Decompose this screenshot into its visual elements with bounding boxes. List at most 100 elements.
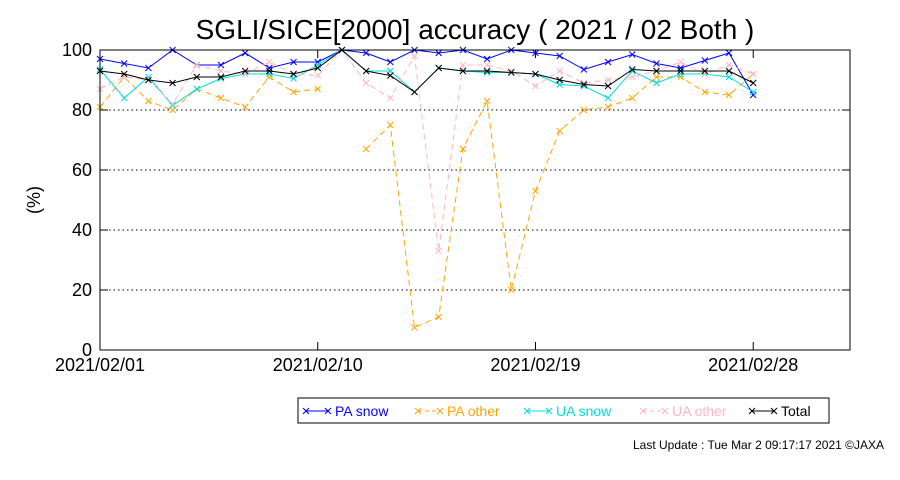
series-total — [96, 46, 757, 96]
data-point — [653, 79, 660, 87]
data-point — [290, 58, 297, 66]
series-line — [99, 49, 754, 93]
data-point — [193, 73, 201, 81]
data-point — [701, 70, 709, 78]
data-point — [653, 67, 660, 75]
data-point — [435, 49, 443, 57]
last-update-text: Last Update : Tue Mar 2 09:17:17 2021 ©J… — [633, 438, 884, 452]
data-point — [314, 85, 322, 93]
data-point — [193, 61, 201, 69]
data-point — [386, 94, 394, 102]
data-point — [749, 91, 757, 99]
data-point — [411, 324, 418, 331]
legend-label: PA snow — [335, 403, 389, 419]
data-point — [290, 70, 297, 78]
data-point — [217, 73, 225, 81]
data-point — [725, 49, 733, 57]
data-point — [580, 81, 588, 88]
data-point — [701, 57, 709, 64]
legend-marker — [523, 407, 531, 415]
series-line — [365, 73, 754, 329]
data-point — [241, 49, 249, 57]
data-point — [677, 70, 684, 78]
y-tick-label: 100 — [62, 40, 92, 60]
data-point — [411, 88, 418, 96]
data-point — [653, 73, 660, 81]
data-point — [725, 73, 733, 81]
x-tick-label: 2021/02/10 — [273, 355, 363, 375]
data-point — [725, 91, 733, 99]
data-point — [459, 67, 467, 75]
data-point — [701, 67, 709, 75]
data-point — [628, 94, 636, 102]
legend-marker — [748, 407, 756, 415]
data-point — [193, 85, 201, 93]
data-point — [169, 102, 176, 109]
data-point — [677, 64, 684, 72]
data-point — [749, 70, 757, 78]
y-tick-label: 60 — [72, 160, 92, 180]
data-point — [145, 97, 152, 105]
data-point — [628, 51, 636, 58]
legend-marker — [414, 407, 422, 415]
legend-label: UA snow — [556, 403, 612, 419]
data-point — [677, 58, 684, 66]
data-point — [290, 88, 297, 96]
data-point — [435, 64, 443, 72]
data-point — [483, 97, 491, 105]
data-point — [604, 103, 612, 111]
data-point — [266, 67, 273, 75]
data-point — [266, 70, 273, 78]
legend-marker — [302, 407, 310, 415]
data-point — [749, 88, 757, 96]
legend-label: PA other — [447, 403, 500, 419]
data-point — [556, 67, 564, 75]
data-point — [483, 61, 491, 69]
data-point — [725, 67, 733, 75]
series-layer — [96, 46, 757, 331]
chart-title: SGLI/SICE[2000] accuracy ( 2021 / 02 Bot… — [196, 14, 755, 45]
legend-marker — [436, 407, 444, 415]
legend: PA snow PA other UA snow UA other Total — [297, 397, 830, 424]
data-point — [217, 61, 225, 69]
data-point — [556, 76, 564, 84]
x-tick-label: 2021/02/19 — [490, 355, 580, 375]
data-point — [266, 73, 273, 81]
data-point — [628, 66, 636, 73]
data-point — [314, 64, 322, 72]
legend-marker — [770, 407, 778, 415]
data-point — [169, 100, 176, 108]
data-point — [386, 121, 394, 129]
data-point — [628, 73, 636, 81]
data-point — [241, 103, 249, 111]
data-point — [604, 76, 612, 84]
data-point — [580, 66, 588, 73]
data-point — [314, 72, 322, 79]
data-point — [483, 67, 491, 75]
series-pa-other — [96, 70, 757, 331]
data-point — [532, 82, 539, 90]
data-point — [580, 106, 588, 114]
data-point — [604, 82, 612, 90]
data-point — [507, 69, 515, 76]
legend-frame — [297, 397, 830, 424]
data-point — [266, 58, 273, 66]
data-point — [386, 58, 394, 66]
data-point — [145, 76, 152, 84]
data-point — [362, 79, 370, 87]
data-point — [749, 79, 757, 87]
data-point — [120, 60, 128, 67]
y-tick-label: 0 — [82, 340, 92, 360]
x-tick-label: 2021/02/01 — [55, 355, 145, 375]
y-axis-label: (%) — [24, 186, 44, 214]
data-point — [120, 94, 128, 102]
data-point — [120, 70, 128, 78]
legend-label: Total — [781, 403, 811, 419]
data-point — [483, 55, 491, 63]
data-point — [217, 67, 225, 75]
data-point — [653, 60, 660, 67]
data-point — [556, 52, 564, 60]
x-tick-label: 2021/02/28 — [708, 355, 798, 375]
data-point — [314, 61, 322, 69]
axis-ticks: 0 20 40 60 80 100 2021/02/01 2021/02/10 2021/02/… — [55, 40, 850, 375]
